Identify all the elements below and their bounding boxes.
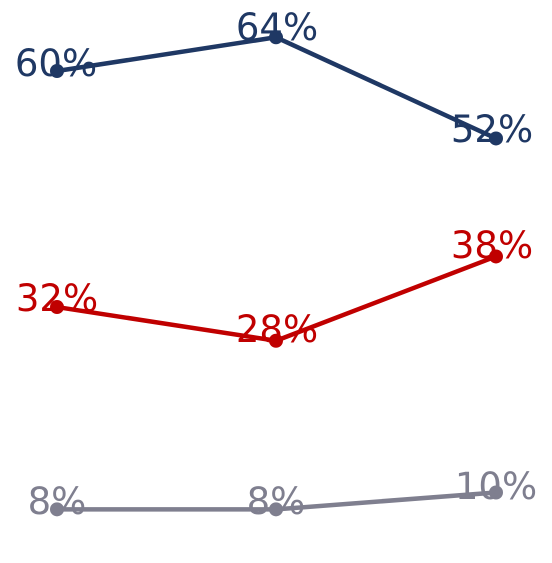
data-point [50, 64, 64, 78]
data-label: 10% [455, 465, 537, 508]
data-point [489, 249, 503, 264]
series-2: 32% 28% 38% [16, 224, 533, 351]
data-label: 52% [451, 108, 533, 151]
data-point [50, 502, 64, 517]
data-label: 8% [247, 480, 306, 523]
data-point [269, 502, 283, 517]
data-label: 38% [451, 224, 533, 267]
data-label: 64% [236, 6, 318, 49]
data-point [269, 333, 283, 348]
data-point [269, 30, 283, 45]
series-line [54, 35, 499, 141]
data-point [489, 485, 503, 500]
data-label: 28% [236, 308, 318, 351]
series-3: 8% 8% 10% [28, 465, 537, 523]
data-point [50, 300, 64, 315]
data-label: 32% [16, 277, 98, 320]
data-label: 8% [28, 480, 87, 523]
data-label: 60% [15, 42, 97, 85]
series-1: 60% 64% 52% [15, 6, 533, 151]
data-point [489, 131, 503, 146]
